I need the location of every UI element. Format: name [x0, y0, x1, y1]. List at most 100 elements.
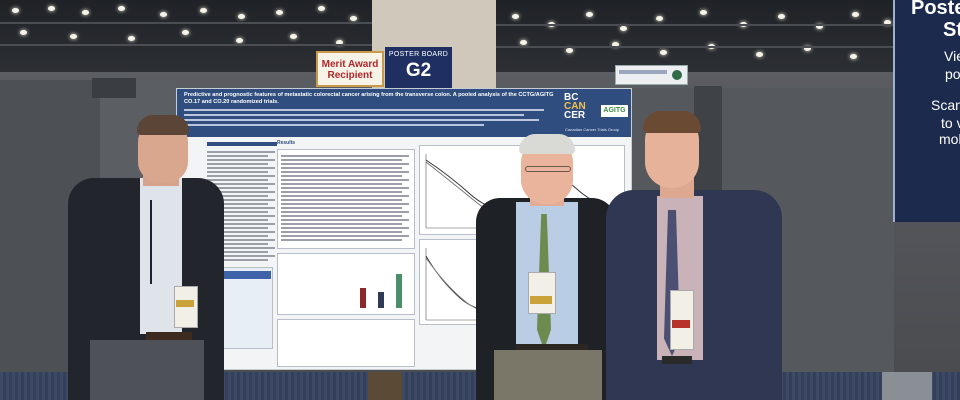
ceiling-light: [520, 40, 527, 45]
poster-text-line: [207, 163, 268, 165]
ceiling-light: [336, 40, 343, 45]
ceiling-light: [620, 26, 627, 31]
ceiling-truss: [0, 44, 372, 46]
poster-text-line: [281, 231, 402, 233]
figure-bar: [396, 274, 402, 308]
ceiling-light: [236, 38, 243, 43]
poster-text-line: [207, 231, 275, 233]
poster-text-line: [207, 219, 268, 221]
poster-text-line: [281, 235, 409, 237]
poster-board-sign: POSTER BOARD G2: [385, 47, 452, 91]
poster-text-line: [207, 199, 275, 201]
bottom-table: [277, 319, 415, 367]
ceiling-light: [660, 50, 667, 55]
badge-stripe: [672, 320, 690, 328]
ceiling-light: [128, 36, 135, 41]
poster-text-line: [281, 183, 402, 185]
ceiling-light: [804, 46, 811, 51]
lanyard: [150, 200, 152, 284]
poster-text-line: [207, 175, 275, 177]
belt: [662, 356, 692, 364]
ceiling-light: [82, 10, 89, 15]
poster-text-line: [207, 259, 268, 261]
panel-clamp: [92, 78, 136, 98]
poster-text-line: [207, 155, 268, 157]
side-banner-text: to vi: [941, 115, 960, 131]
poster-text-line: [207, 227, 268, 229]
ceiling-truss: [496, 46, 896, 48]
poster-text-line: [207, 195, 268, 197]
merit-award-line1: Merit Award: [321, 59, 379, 70]
hair: [519, 134, 575, 154]
bar-figure: [277, 253, 415, 315]
bc-cancer-logo-line: CAN: [564, 101, 586, 112]
belt: [516, 344, 588, 353]
poster-text-line: [281, 175, 402, 177]
ceiling-light: [200, 8, 207, 13]
poster-text-line: [281, 239, 402, 241]
side-banner-text: St: [943, 19, 960, 41]
merit-award-sign: Merit Award Recipient: [316, 51, 384, 87]
belt: [146, 332, 192, 340]
name-badge: [174, 286, 198, 328]
ceiling-truss: [496, 24, 896, 26]
bc-cancer-logo-line: CER: [564, 110, 586, 121]
glasses: [525, 166, 571, 172]
poster-text-line: [207, 215, 275, 217]
ceiling-light: [700, 10, 707, 15]
passerby-legs: [882, 372, 932, 400]
poster-text-line: [207, 223, 275, 225]
ceiling-light: [290, 34, 297, 39]
poster-header: Predictive and prognostic features of me…: [177, 89, 631, 137]
poster-text-line: [207, 191, 275, 193]
badge-stripe: [176, 300, 194, 307]
side-banner-text: post: [945, 66, 960, 82]
agitg-logo: AGITG: [601, 105, 628, 117]
ceiling-light: [884, 20, 891, 25]
poster-text-line: [207, 243, 268, 245]
ceiling-truss: [0, 22, 372, 24]
ceiling-light: [318, 6, 325, 11]
name-badge: [528, 272, 556, 314]
bc-cancer-logo: BC CAN CER: [564, 92, 598, 121]
poster-text-line: [281, 203, 409, 205]
ceiling-light: [160, 12, 167, 17]
side-banner-text: View: [944, 48, 960, 64]
poster-text-line: [207, 187, 268, 189]
poster-text-line: [207, 207, 275, 209]
poster-text-line: [281, 187, 409, 189]
poster-text-line: [207, 255, 275, 257]
ceiling-light: [48, 6, 55, 11]
poster-text-line: [281, 179, 409, 181]
poster-text-line: [207, 247, 275, 249]
poster-text-line: [281, 215, 402, 217]
hair: [643, 111, 701, 133]
bc-cancer-logo-line: BC: [564, 92, 579, 103]
poster-text-line: [207, 239, 275, 241]
poster-text-line: [207, 179, 268, 181]
trousers: [90, 340, 204, 400]
poster-text-line: [207, 203, 268, 205]
poster-text-line: [281, 211, 409, 213]
section-header: [207, 142, 277, 146]
poster-text-line: [207, 211, 268, 213]
poster-text-line: [207, 171, 268, 173]
poster-text-line: [207, 167, 275, 169]
ceiling-light: [778, 14, 785, 19]
section-title: Results: [277, 140, 296, 146]
small-placard: [615, 65, 688, 85]
side-banner-text: mobi: [939, 131, 960, 147]
badge-stripe: [530, 296, 552, 304]
ceiling-light: [586, 12, 593, 17]
poster-text-line: [207, 151, 275, 153]
ceiling-light: [612, 42, 619, 47]
poster-text-line: [281, 191, 402, 193]
ceiling-light: [816, 24, 823, 29]
poster-figure-banner: [207, 271, 271, 279]
poster-text-line: [281, 155, 409, 157]
poster-title: Predictive and prognostic features of me…: [184, 92, 554, 105]
ceiling-light: [276, 10, 283, 15]
ceiling-light: [852, 12, 859, 17]
side-banner: Poster St View post Scan th to vi mobi: [893, 0, 960, 222]
